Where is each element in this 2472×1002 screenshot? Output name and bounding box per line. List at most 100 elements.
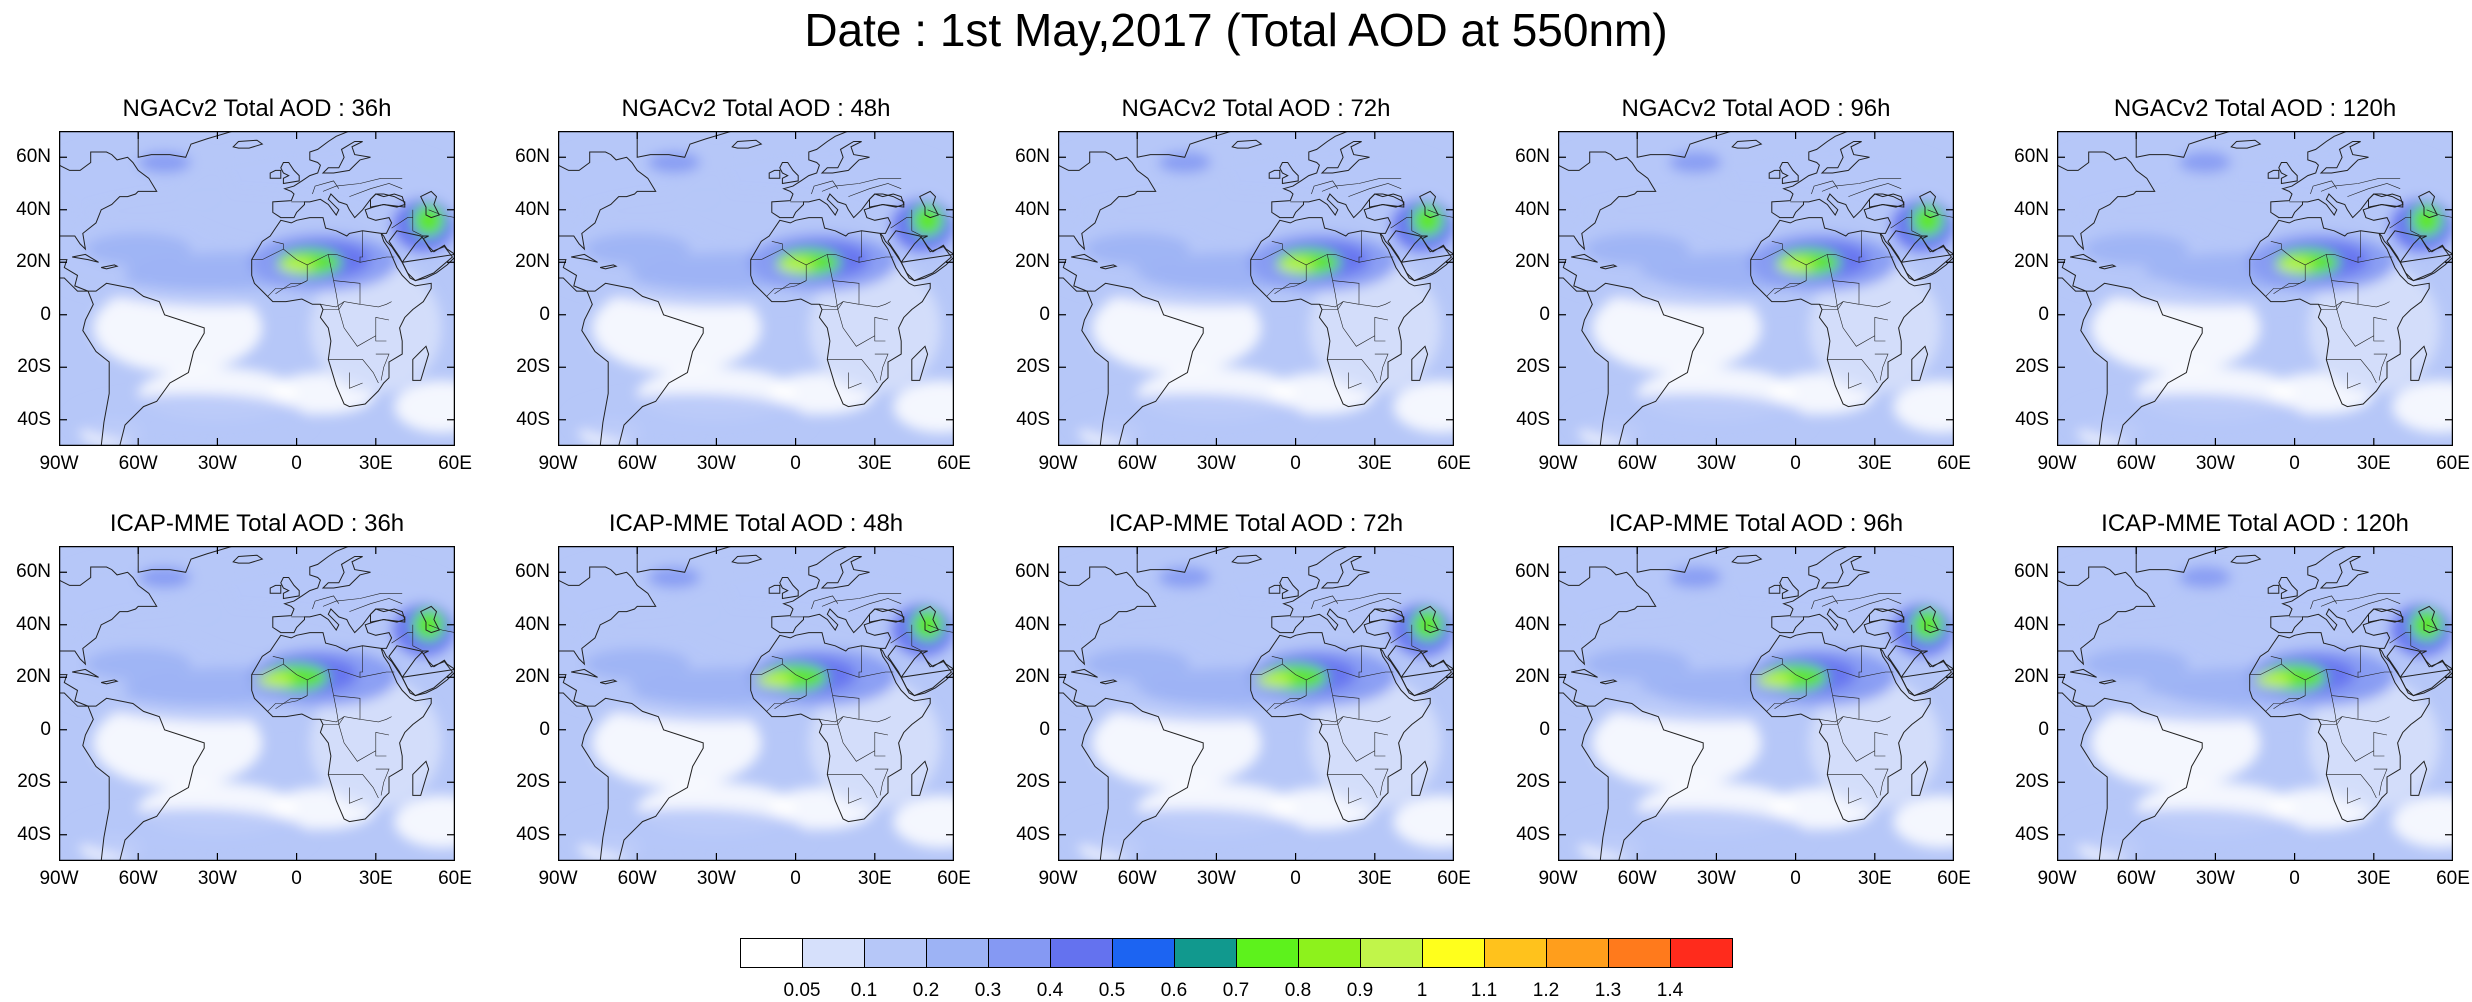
x-tick-label: 60W bbox=[1117, 868, 1157, 889]
coastlines bbox=[1058, 546, 1454, 861]
x-tick-label: 30E bbox=[2356, 868, 2391, 889]
x-tick-label: 0 bbox=[1290, 868, 1301, 889]
coastline-baltic bbox=[1320, 556, 1370, 589]
colorbar-label: 0.7 bbox=[1222, 980, 1250, 1001]
country-border bbox=[323, 716, 361, 725]
coastline-madagascar bbox=[2410, 345, 2428, 381]
map-frame bbox=[2057, 131, 2453, 446]
country-border bbox=[2373, 732, 2388, 757]
country-border bbox=[1822, 716, 1860, 725]
country-border bbox=[2273, 264, 2306, 295]
colorbar-label: 0.6 bbox=[1160, 980, 1188, 1001]
colorbar-swatch bbox=[988, 938, 1051, 968]
coastline-baltic bbox=[321, 556, 371, 589]
x-tick-label: 30E bbox=[857, 453, 892, 474]
x-tick-label: 30E bbox=[358, 868, 393, 889]
country-border bbox=[1822, 301, 1860, 310]
country-border bbox=[782, 230, 862, 266]
coastline-iceland bbox=[1231, 554, 1263, 564]
coastline-madagascar bbox=[412, 760, 430, 796]
coastline-uk bbox=[280, 162, 300, 185]
coastline-greenland bbox=[137, 131, 234, 158]
country-border bbox=[267, 695, 308, 712]
coastlines bbox=[59, 131, 455, 446]
coastline-arabia bbox=[388, 645, 454, 697]
colorbar-label: 1.3 bbox=[1594, 980, 1622, 1001]
country-border bbox=[874, 317, 889, 342]
x-tick-label: 30W bbox=[696, 453, 736, 474]
y-tick-label: 60N bbox=[1015, 561, 1050, 583]
aod-map bbox=[59, 131, 455, 446]
coastline-uk bbox=[779, 577, 799, 600]
country-border bbox=[328, 359, 379, 384]
country-border bbox=[819, 301, 844, 308]
x-tick-label: 90W bbox=[538, 453, 578, 474]
panel-title: NGACv2 Total AOD : 120h bbox=[2113, 95, 2397, 122]
country-border bbox=[1782, 230, 1862, 266]
y-tick-label: 0 bbox=[40, 303, 51, 325]
x-tick-label: 30W bbox=[1196, 453, 1236, 474]
y-tick-label: 0 bbox=[1539, 303, 1550, 325]
map-frame bbox=[1058, 131, 1454, 446]
country-border bbox=[827, 359, 878, 384]
country-border bbox=[2426, 209, 2453, 218]
y-tick-label: 40S bbox=[1516, 823, 1550, 845]
aod-field bbox=[1558, 144, 1954, 446]
coastlines bbox=[558, 546, 954, 861]
figure-title: Date : 1st May,2017 (Total AOD at 550nm) bbox=[804, 4, 1668, 56]
y-tick-label: 20N bbox=[16, 666, 51, 688]
country-border bbox=[890, 217, 912, 229]
colorbar-label: 1 bbox=[1416, 980, 1428, 1001]
coastline-baltic bbox=[820, 141, 870, 174]
coastline-ireland bbox=[1768, 584, 1781, 594]
x-tick-label: 30E bbox=[1357, 868, 1392, 889]
x-tick-label: 60W bbox=[118, 868, 158, 889]
country-border bbox=[1390, 217, 1412, 229]
x-tick-label: 30W bbox=[1696, 453, 1736, 474]
coastline-madagascar bbox=[1911, 760, 1929, 796]
y-tick-label: 40N bbox=[16, 198, 51, 220]
coastline-centralAmerica bbox=[1558, 259, 1588, 292]
y-tick-label: 0 bbox=[1539, 718, 1550, 740]
coastline-caspian bbox=[919, 605, 939, 634]
country-border bbox=[822, 301, 860, 310]
x-tick-label: 0 bbox=[1790, 868, 1801, 889]
colorbar-swatch bbox=[802, 938, 865, 968]
x-tick-label: 60W bbox=[118, 453, 158, 474]
country-border bbox=[1266, 280, 1307, 297]
country-border bbox=[1311, 180, 1339, 195]
coastline-hispaniola bbox=[1100, 679, 1118, 685]
country-border bbox=[267, 280, 308, 297]
coastline-centralAmerica bbox=[59, 674, 89, 707]
country-border bbox=[1266, 695, 1307, 712]
aod-map bbox=[558, 131, 954, 446]
x-tick-label: 0 bbox=[291, 453, 302, 474]
axis-ticks bbox=[1558, 131, 1954, 446]
y-tick-label: 20N bbox=[16, 251, 51, 273]
coastlines bbox=[1558, 546, 1954, 861]
country-border bbox=[328, 774, 379, 799]
coastline-arabia bbox=[2386, 230, 2452, 282]
country-border bbox=[2410, 209, 2422, 237]
y-tick-label: 20S bbox=[516, 356, 550, 378]
country-border bbox=[2347, 183, 2401, 197]
x-tick-label: 90W bbox=[1038, 453, 1078, 474]
country-border bbox=[874, 732, 889, 757]
map-frame bbox=[59, 131, 455, 446]
country-border bbox=[848, 372, 862, 389]
coastline-blackSea bbox=[1369, 193, 1405, 208]
country-border bbox=[848, 598, 902, 612]
country-border bbox=[766, 280, 807, 297]
country-border bbox=[2273, 679, 2306, 710]
x-tick-label: 30W bbox=[197, 868, 237, 889]
coastline-madagascar bbox=[2410, 760, 2428, 796]
y-tick-label: 60N bbox=[515, 146, 550, 168]
coastline-southAmerica bbox=[1581, 697, 1704, 861]
coastline-caspian bbox=[420, 190, 440, 219]
axis-ticks bbox=[2057, 546, 2453, 861]
coastline-cuba bbox=[1571, 253, 1598, 263]
country-border bbox=[1766, 280, 1807, 297]
coastline-blackSea bbox=[1869, 608, 1905, 623]
country-border bbox=[1390, 632, 1412, 644]
coastline-cuba bbox=[2070, 253, 2097, 263]
